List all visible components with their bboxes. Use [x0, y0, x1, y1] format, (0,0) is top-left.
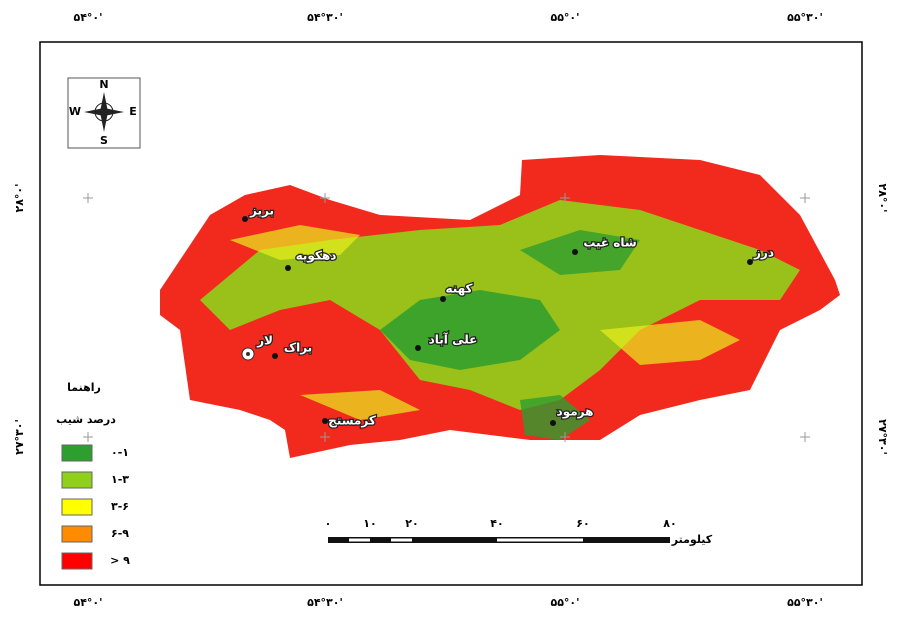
compass-letter: S: [100, 134, 108, 147]
legend-title: راهنما: [67, 381, 101, 394]
scale-label: ۴۰: [490, 517, 503, 530]
scale-segment: [497, 539, 583, 542]
map: راهنما درصد شیب ۰-۱ ۱-۳ ۳-۶ ۶-۹ > ۹ ۰ ۱۰ ۲۰ ۴۰ ۶۰ ۸…: [0, 0, 900, 617]
legend-swatch: [62, 526, 92, 542]
place-marker: [242, 216, 248, 222]
place-label: علی آباد: [429, 332, 478, 347]
scale-unit: کیلومتر: [671, 533, 713, 546]
place-marker: [415, 345, 421, 351]
graticule-label: ۵۵°۰': [550, 596, 579, 609]
legend-label: ۳-۶: [111, 500, 129, 513]
place-marker: [440, 296, 446, 302]
scale-label: ۰: [325, 517, 332, 530]
graticule-label: ۲۸°۰': [876, 183, 889, 212]
scale-label: ۸۰: [663, 517, 676, 530]
scale-label: ۱۰: [363, 517, 376, 530]
scale-segment: [349, 539, 370, 542]
graticule-label: ۵۴°۰': [73, 11, 102, 24]
place-marker: [747, 259, 753, 265]
legend-subtitle: درصد شیب: [56, 413, 116, 426]
legend-swatch: [62, 445, 92, 461]
scale-label: ۶۰: [576, 517, 589, 530]
legend-swatch: [62, 553, 92, 569]
place-label: شاه غیب: [583, 236, 636, 250]
graticule-label: ۵۵°۰': [550, 11, 579, 24]
legend-label: ۰-۱: [111, 446, 129, 459]
place-label: کرمستج: [328, 414, 376, 428]
graticule-label: ۲۷°۳۰': [876, 419, 889, 455]
graticule-label: ۵۵°۳۰': [787, 11, 823, 24]
compass-letter: W: [69, 105, 81, 118]
place-label: دهکویه: [296, 249, 337, 264]
place-marker: [285, 265, 291, 271]
place-label: درز: [753, 246, 774, 260]
place-label: بریز: [249, 204, 274, 218]
place-marker: [322, 418, 328, 424]
legend-label: ۱-۳: [111, 473, 129, 486]
legend-label: ۶-۹: [111, 527, 129, 540]
place-marker: [572, 249, 578, 255]
graticule-label: ۵۴°۳۰': [307, 596, 343, 609]
compass-letter: N: [99, 78, 108, 91]
place-marker: [550, 420, 556, 426]
scale-label: ۲۰: [405, 517, 418, 530]
scale-segment: [391, 539, 412, 542]
place-label: هرمود: [557, 405, 594, 420]
legend-swatch: [62, 472, 92, 488]
place-label: لار: [256, 334, 273, 348]
place-marker: [272, 353, 278, 359]
legend-label: > ۹: [110, 554, 130, 567]
place-marker: [246, 352, 250, 356]
graticule-label: ۵۵°۳۰': [787, 596, 823, 609]
graticule-label: ۲۸°۰': [13, 183, 26, 212]
compass-letter: E: [129, 105, 137, 118]
legend-swatch: [62, 499, 92, 515]
graticule-label: ۲۷°۳۰': [13, 419, 26, 455]
place-label: کهنه: [445, 282, 472, 296]
place-label: براک: [284, 341, 312, 355]
graticule-label: ۵۴°۰': [73, 596, 102, 609]
graticule-label: ۵۴°۳۰': [307, 11, 343, 24]
